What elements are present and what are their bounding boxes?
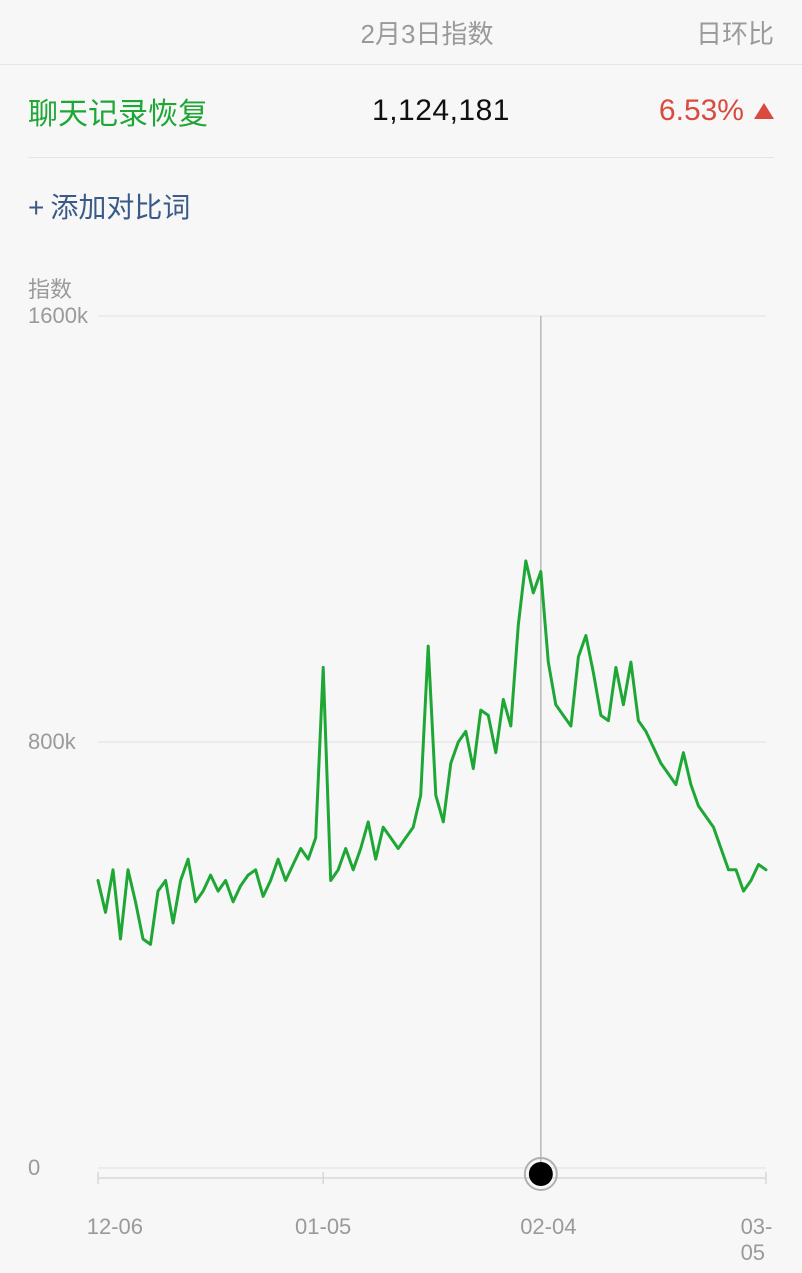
add-compare-button[interactable]: +添加对比词 xyxy=(0,158,802,226)
line-chart-svg xyxy=(28,312,774,1208)
x-tick-label: 03-05 xyxy=(741,1214,773,1266)
chart-area[interactable]: 1600k 800k 0 xyxy=(28,312,774,1208)
keyword-change-pct: 6.53% xyxy=(659,94,744,128)
x-tick-label: 02-04 xyxy=(520,1214,576,1240)
keyword-change: 6.53% xyxy=(554,94,802,128)
add-compare-label: 添加对比词 xyxy=(50,192,190,223)
y-tick-800k: 800k xyxy=(28,729,76,755)
keyword-name: 聊天记录恢复 xyxy=(0,89,328,133)
plus-icon: + xyxy=(28,192,44,223)
table-header: 2月3日指数 日环比 xyxy=(0,0,802,65)
keyword-row[interactable]: 聊天记录恢复 1,124,181 6.53% xyxy=(0,65,802,157)
x-axis-ticks: 12-0601-0502-0403-05 xyxy=(28,1214,774,1244)
header-change-col: 日环比 xyxy=(554,14,802,51)
x-tick-label: 01-05 xyxy=(295,1214,351,1240)
y-axis-title: 指数 xyxy=(0,226,802,304)
keyword-index-value: 1,124,181 xyxy=(328,94,554,128)
y-tick-1600k: 1600k xyxy=(28,303,88,329)
header-index-col: 2月3日指数 xyxy=(300,14,554,51)
x-tick-label: 12-06 xyxy=(87,1214,143,1240)
y-tick-0: 0 xyxy=(28,1155,40,1181)
triangle-up-icon xyxy=(754,103,774,119)
